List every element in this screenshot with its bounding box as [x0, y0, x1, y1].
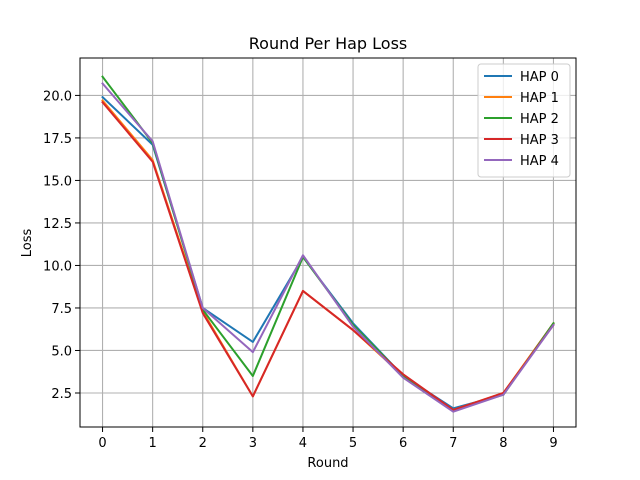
x-tick-label: 2 [199, 436, 207, 451]
legend-label: HAP 4 [520, 154, 559, 169]
legend-label: HAP 0 [520, 70, 559, 85]
legend-label: HAP 2 [520, 112, 559, 127]
chart-title: Round Per Hap Loss [249, 34, 407, 53]
x-tick-label: 0 [98, 436, 106, 451]
y-tick-label: 2.5 [51, 387, 72, 402]
y-tick-label: 17.5 [43, 132, 72, 147]
x-tick-label: 7 [449, 436, 457, 451]
y-tick-label: 5.0 [51, 344, 72, 359]
series-line-hap-3 [101, 100, 555, 411]
y-tick-label: 7.5 [51, 302, 72, 317]
x-tick-label: 6 [399, 436, 407, 451]
legend-box [477, 63, 571, 178]
y-tick-label: 20.0 [43, 89, 72, 104]
legend-label: HAP 3 [520, 133, 559, 148]
x-tick-label: 4 [299, 436, 307, 451]
x-tick-label: 9 [549, 436, 557, 451]
y-axis-title: Loss [20, 229, 35, 258]
series-lines [101, 75, 555, 413]
axis-ticks: 0 1 2 3 4 5 6 7 8 9 2.5 5.0 7.5 10.0 12.5 15.0 17.5 20.0 [43, 89, 558, 451]
y-tick-label: 10.0 [43, 259, 72, 274]
x-tick-label: 1 [149, 436, 157, 451]
series-line-hap-4 [101, 82, 555, 413]
x-tick-label: 8 [499, 436, 507, 451]
x-tick-label: 3 [249, 436, 257, 451]
y-tick-label: 12.5 [43, 217, 72, 232]
x-axis-title: Round [307, 456, 348, 471]
legend-label: HAP 1 [520, 91, 559, 106]
y-tick-label: 15.0 [43, 174, 72, 189]
x-tick-label: 5 [349, 436, 357, 451]
plot-frame [79, 57, 577, 428]
legend: HAP 0 HAP 1 HAP 2 HAP 3 HAP 4 [477, 63, 571, 178]
